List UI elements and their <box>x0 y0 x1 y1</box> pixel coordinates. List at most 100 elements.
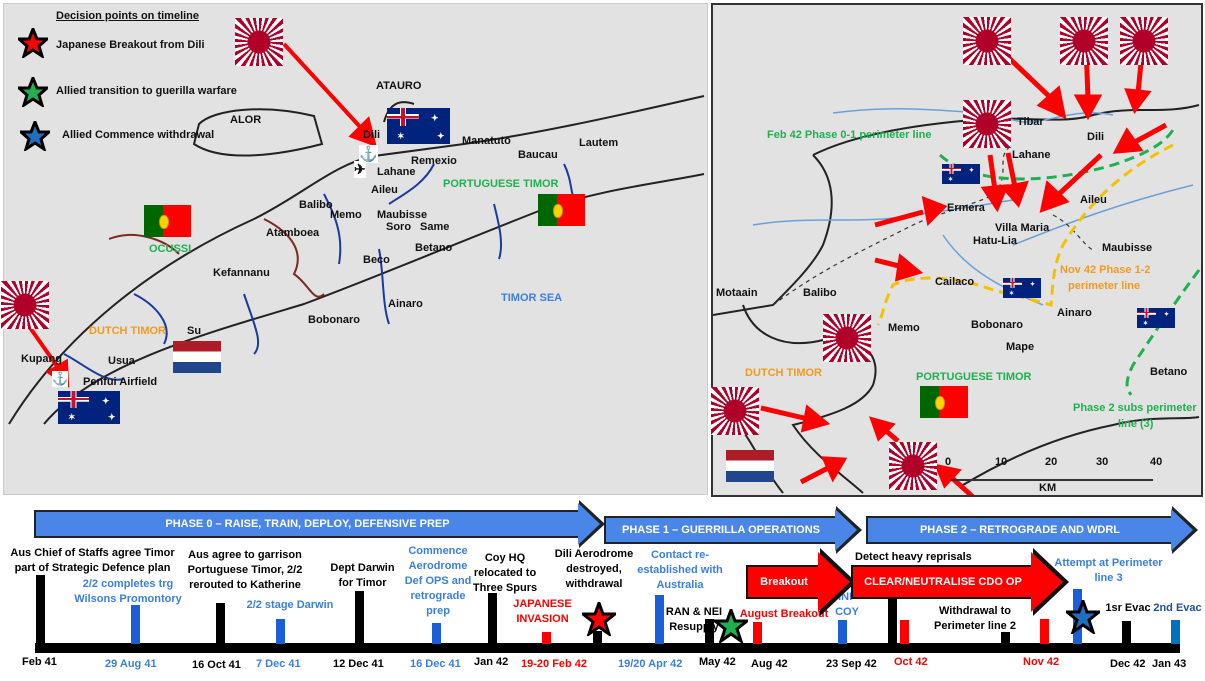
australian-flag-icon: ✦ ✶ <box>1137 308 1175 328</box>
label-kefannanu: Kefannanu <box>213 267 270 279</box>
phase-1-arrow: PHASE 1 – GUERRILLA OPERATIONS <box>604 506 862 554</box>
date-label: Nov 42 <box>1023 656 1060 668</box>
label-usua: Usua <box>108 355 135 367</box>
date-label: 7 Dec 41 <box>256 658 301 670</box>
green-star-icon <box>714 609 748 643</box>
phase-2-arrow: PHASE 2 – RETROGRADE AND WDRL <box>866 506 1198 554</box>
japanese-flag-icon <box>1060 17 1108 65</box>
date-label: 16 Dec 41 <box>410 658 461 670</box>
label-cailaco: Cailaco <box>935 276 975 288</box>
date-label: 16 Oct 41 <box>192 659 241 671</box>
japanese-flag-icon <box>711 387 759 435</box>
event-label: Dili Aerodrome destroyed, withdrawal <box>554 548 634 590</box>
date-label: Jan 43 <box>1152 658 1187 670</box>
timeline-marker <box>488 593 497 644</box>
australian-flag-icon: ✦ ✶ <box>1003 278 1041 298</box>
japanese-flag-icon <box>1120 17 1168 65</box>
australian-flag-icon: ✦ ✶ ✦ <box>58 391 120 424</box>
label-betano: Betano <box>415 242 453 254</box>
left-map-timor: Decision points on timeline Japanese Bre… <box>1 3 708 495</box>
label-ermera: Ermera <box>947 202 985 214</box>
timeline-marker <box>593 631 602 644</box>
label-balibo: Balibo <box>299 199 333 211</box>
label-baucau: Baucau <box>518 149 558 161</box>
breakout-arrow: Breakout <box>746 548 856 616</box>
label-penfui-airfield: Penfui Airfield <box>83 376 158 388</box>
timeline-marker <box>432 623 441 644</box>
portuguese-flag-icon <box>144 205 191 237</box>
timeline-axis <box>35 643 1180 653</box>
scale-tick: 20 <box>1045 456 1058 468</box>
scale-unit: KM <box>1039 482 1057 494</box>
event-label: 1sr Evac <box>1105 602 1151 614</box>
phase-2-label: PHASE 2 – RETROGRADE AND WDRL <box>919 524 1121 536</box>
red-star-icon <box>582 602 616 636</box>
phase-1-label: PHASE 1 – GUERRILLA OPERATIONS <box>621 524 821 536</box>
scale-tick: 40 <box>1150 456 1163 468</box>
date-label: Dec 42 <box>1110 658 1146 670</box>
label-memo: Memo <box>330 209 362 221</box>
label-aileu: Aileu <box>1080 194 1107 206</box>
timeline-marker <box>216 603 225 644</box>
legend-item-breakout: Japanese Breakout from Dili <box>56 39 205 51</box>
timeline-marker <box>131 605 140 644</box>
event-label: RAN & NEI Resupply <box>665 606 723 633</box>
japanese-flag-icon <box>963 100 1011 148</box>
anchor-icon: ⚓ <box>359 145 378 163</box>
event-label: Dept Darwin for Timor <box>330 562 395 589</box>
blue-star-icon <box>20 121 50 151</box>
date-label: 12 Dec 41 <box>333 658 384 670</box>
breakout-label: Breakout <box>760 576 808 588</box>
label-nov42-perimeter-2: perimeter line <box>1068 280 1141 292</box>
label-memo: Memo <box>888 322 920 334</box>
label-hatu-lia: Hatu-Lia <box>973 235 1017 247</box>
label-maubisse: Maubisse <box>1102 242 1153 254</box>
dutch-flag-icon <box>173 341 221 373</box>
label-maubisse: Maubisse <box>377 209 428 221</box>
timeline-marker <box>900 620 909 644</box>
label-kupang: Kupang <box>21 353 62 365</box>
japanese-flag-icon <box>963 17 1011 65</box>
label-phase2-perimeter-2: line (3) <box>1118 418 1154 430</box>
event-label: Coy HQ relocated to Three Spurs <box>472 552 538 594</box>
timeline-marker <box>1122 621 1131 644</box>
label-dutch-timor: DUTCH TIMOR <box>89 325 166 337</box>
scale-tick: 30 <box>1096 456 1109 468</box>
timeline-marker <box>888 590 897 644</box>
japanese-flag-icon <box>1 281 49 329</box>
right-map-perimeter-lines: ✦ ✶ ✦ ✶ ✦ ✶ Feb 42 Phase 0-1 perimeter line… <box>711 3 1203 497</box>
australian-flag-icon: ✦ ✶ ✦ <box>387 108 450 144</box>
timeline-marker <box>838 620 847 644</box>
date-label: Aug 42 <box>751 658 788 670</box>
label-bobonaro: Bobonaro <box>971 319 1023 331</box>
label-dili: Dili <box>363 129 381 141</box>
blue-star-icon <box>1066 600 1100 634</box>
label-ainaro: Ainaro <box>1057 307 1092 319</box>
timeline-marker <box>753 622 762 644</box>
label-su: Su <box>187 325 202 337</box>
japanese-flag-icon <box>889 442 937 490</box>
label-lautem: Lautem <box>579 137 619 149</box>
event-label: Aus agree to garrison Portuguese Timor, … <box>187 549 303 591</box>
label-ainaro: Ainaro <box>388 298 423 310</box>
date-label: Feb 41 <box>22 656 57 668</box>
event-label: Commence Aerodrome Def OPS and retrograd… <box>404 545 472 617</box>
date-label: 23 Sep 42 <box>826 658 877 670</box>
legend-title: Decision points on timeline <box>56 10 200 22</box>
event-label: 2nd Evac <box>1153 602 1202 614</box>
japanese-flag-icon <box>235 18 283 66</box>
event-label: JAPANESE INVASION <box>513 598 572 625</box>
label-phase2-perimeter: Phase 2 subs perimeter <box>1073 402 1197 414</box>
event-label: Detect heavy reprisals <box>855 551 972 563</box>
label-lahane: Lahane <box>377 166 416 178</box>
label-bobonaro: Bobonaro <box>308 314 360 326</box>
date-label: 19/20 Apr 42 <box>618 658 683 670</box>
date-label: May 42 <box>699 656 736 668</box>
label-manatuto: Manatuto <box>462 135 511 147</box>
event-label: 2/2 completes trg Wilsons Promontory <box>74 578 182 605</box>
label-villa-maria: Villa Maria <box>995 222 1050 234</box>
legend-item-withdrawal: Allied Commence withdrawal <box>62 129 215 141</box>
timeline-marker <box>355 591 364 644</box>
timeline-marker <box>276 619 285 644</box>
right-map-terrain <box>713 38 1201 495</box>
